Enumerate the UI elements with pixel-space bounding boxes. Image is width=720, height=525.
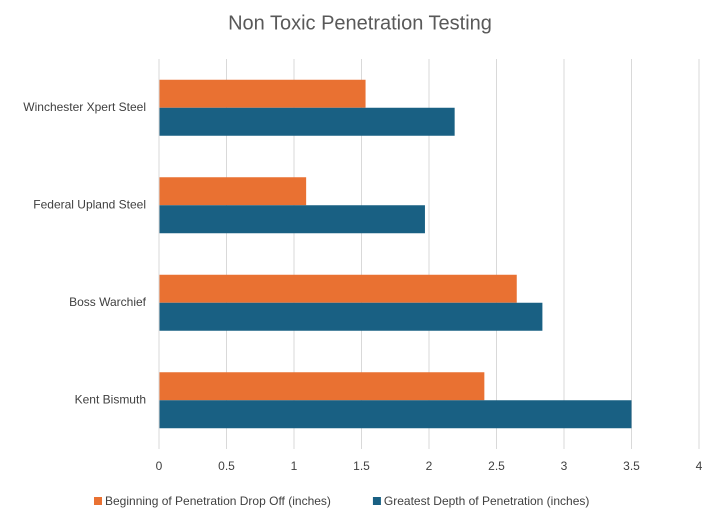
chart-title: Non Toxic Penetration Testing [228,12,492,34]
legend-label: Beginning of Penetration Drop Off (inche… [105,494,331,508]
y-tick-label: Federal Upland Steel [33,197,146,211]
x-tick-label: 4 [696,459,703,473]
bar [159,274,517,303]
bar [159,372,485,401]
x-tick-label: 3.5 [623,459,640,473]
y-tick-label: Winchester Xpert Steel [23,100,146,114]
bar [159,177,307,206]
x-tick-label: 0.5 [218,459,235,473]
y-tick-label: Boss Warchief [69,295,147,309]
bar [159,302,543,331]
bar [159,107,455,136]
legend-label: Greatest Depth of Penetration (inches) [384,494,589,508]
bar [159,205,425,234]
x-tick-label: 1.5 [353,459,370,473]
legend-swatch [94,497,102,505]
x-tick-label: 3 [561,459,568,473]
legend-swatch [372,497,381,505]
x-tick-label: 2 [426,459,433,473]
bar [159,400,632,429]
y-tick-label: Kent Bismuth [75,392,146,406]
x-tick-label: 1 [291,459,298,473]
x-tick-label: 2.5 [488,459,505,473]
x-tick-label: 0 [156,459,163,473]
bar [159,79,366,108]
